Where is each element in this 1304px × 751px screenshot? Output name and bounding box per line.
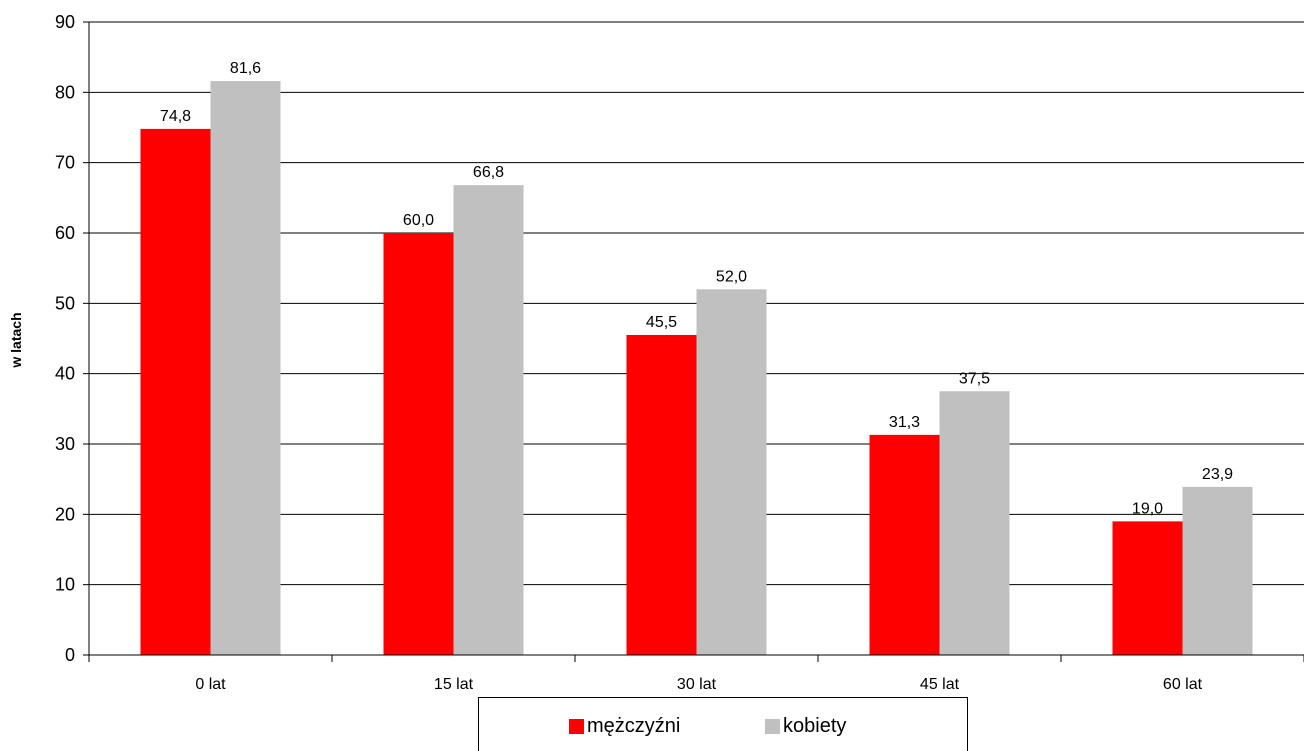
bar-women: [939, 391, 1010, 655]
x-tick-label: 0 lat: [195, 676, 226, 693]
bars: [140, 81, 1253, 655]
bar-men: [626, 334, 697, 655]
legend-label-men: mężczyźni: [587, 715, 681, 737]
y-tick-label: 50: [55, 293, 75, 313]
data-label: 74,8: [160, 108, 191, 125]
y-tick-label: 60: [55, 223, 75, 243]
y-tick-label: 80: [55, 82, 75, 102]
legend: mężczyźni kobiety: [478, 697, 968, 751]
data-label: 45,5: [646, 314, 677, 331]
axes: [83, 21, 1304, 662]
y-tick-label: 10: [55, 575, 75, 595]
bar-women: [453, 185, 524, 655]
legend-item-women: kobiety: [765, 716, 846, 736]
y-tick-label: 70: [55, 153, 75, 173]
y-tick-label: 0: [65, 645, 75, 665]
bar-men: [383, 233, 454, 655]
legend-swatch-women: [765, 718, 780, 734]
data-label: 19,0: [1132, 500, 1163, 517]
x-tick-label: 60 lat: [1163, 676, 1203, 693]
x-tick-label: 30 lat: [677, 676, 717, 693]
data-label: 23,9: [1202, 466, 1233, 483]
data-label: 60,0: [403, 212, 434, 229]
bar-men: [140, 128, 211, 655]
data-label: 37,5: [959, 370, 990, 387]
bar-women: [210, 81, 281, 655]
data-label: 66,8: [473, 164, 504, 181]
y-axis-title: w latach: [8, 312, 24, 368]
y-tick-label: 30: [55, 434, 75, 454]
legend-swatch-men: [569, 718, 584, 734]
data-label: 31,3: [889, 414, 920, 431]
x-tick-label: 15 lat: [434, 676, 474, 693]
y-tick-label: 40: [55, 364, 75, 384]
data-label: 52,0: [716, 268, 747, 285]
labels: 0 10 20 30 40 50 60 70 80 90 74,8 81,6 0 lat 60,0 66,8…: [55, 12, 1233, 693]
legend-label-women: kobiety: [783, 715, 847, 737]
y-tick-label: 90: [55, 12, 75, 32]
bar-men: [1112, 521, 1183, 655]
bar-men: [869, 434, 940, 655]
data-label: 81,6: [230, 60, 261, 77]
bar-women: [1182, 486, 1253, 655]
y-tick-label: 20: [55, 504, 75, 524]
x-tick-label: 45 lat: [920, 676, 960, 693]
legend-item-men: mężczyźni: [569, 716, 680, 736]
bar-women: [696, 289, 767, 655]
